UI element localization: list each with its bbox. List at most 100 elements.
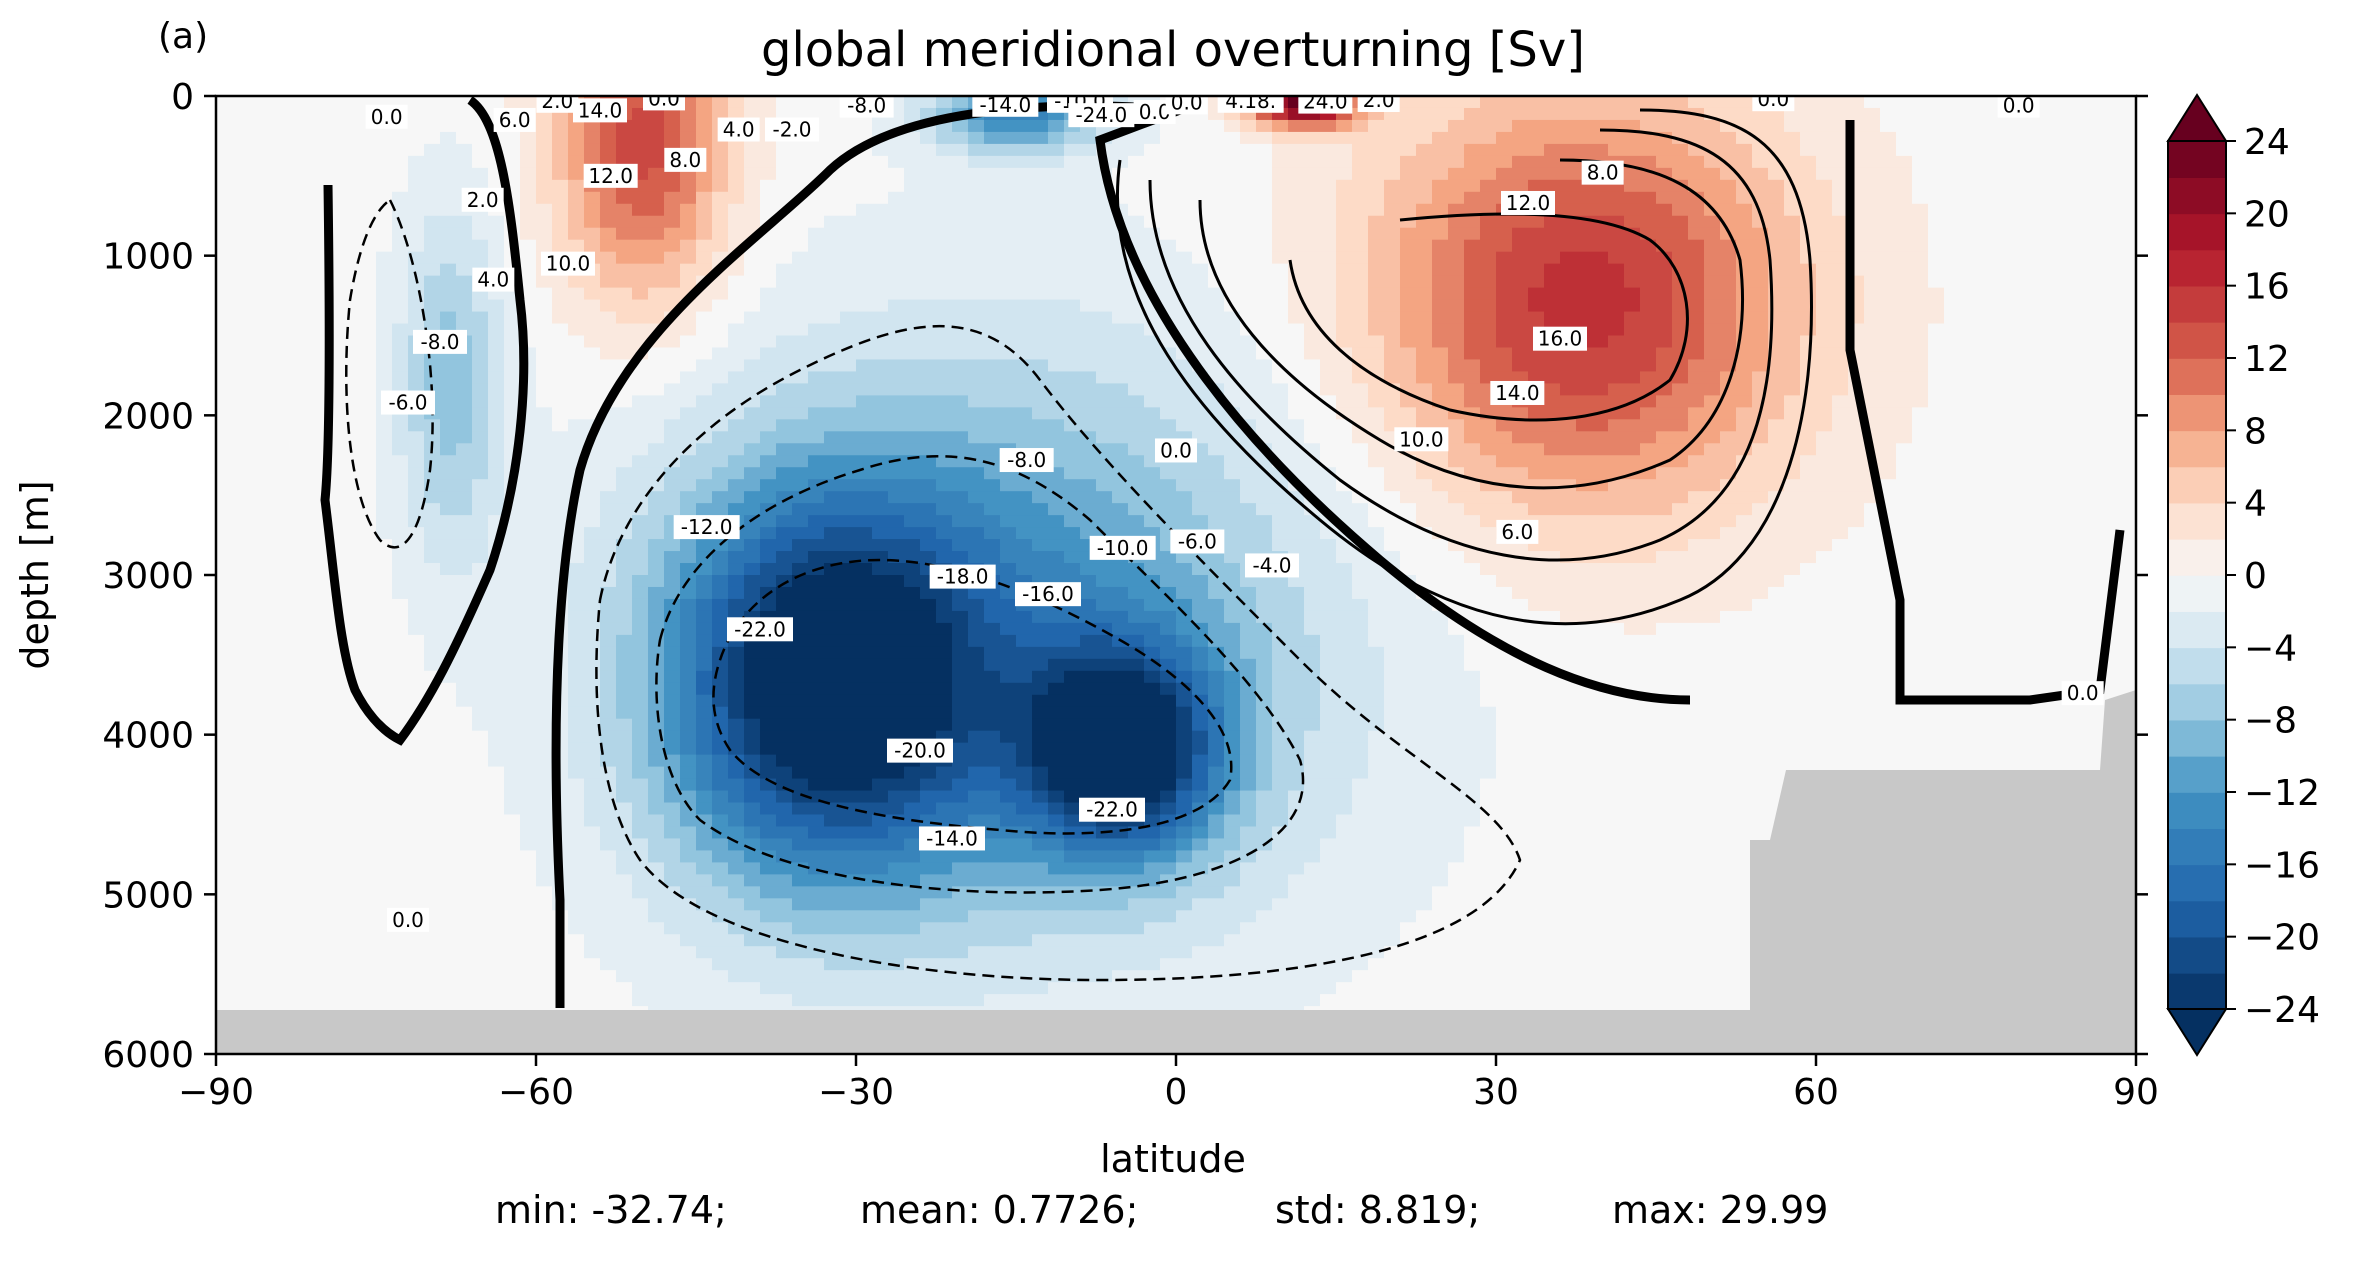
heatmap-cell	[488, 958, 505, 971]
heatmap-cell	[216, 107, 233, 121]
heatmap-cell	[824, 838, 841, 852]
heatmap-cell	[264, 407, 281, 420]
heatmap-cell	[936, 347, 953, 361]
heatmap-cell	[1160, 682, 1177, 696]
heatmap-cell	[488, 850, 505, 863]
heatmap-cell	[1032, 766, 1049, 780]
heatmap-cell	[216, 539, 233, 552]
heatmap-cell	[952, 299, 969, 313]
heatmap-cell	[504, 347, 521, 361]
heatmap-cell	[296, 946, 313, 959]
heatmap-cell	[1016, 682, 1033, 696]
heatmap-cell	[952, 982, 969, 995]
heatmap-cell	[632, 527, 649, 540]
heatmap-cell	[296, 634, 313, 648]
heatmap-cell	[1080, 563, 1097, 576]
heatmap-cell	[216, 718, 233, 732]
heatmap-cell	[856, 862, 873, 875]
heatmap-cell	[1144, 898, 1161, 911]
heatmap-cell	[232, 922, 249, 935]
heatmap-cell	[1096, 251, 1113, 265]
heatmap-cell	[824, 826, 841, 840]
heatmap-cell	[792, 251, 809, 265]
heatmap-cell	[296, 610, 313, 624]
heatmap-cell	[632, 539, 649, 552]
heatmap-cell	[552, 515, 569, 528]
heatmap-cell	[328, 838, 345, 852]
heatmap-cell	[584, 946, 601, 959]
heatmap-cell	[248, 96, 265, 109]
heatmap-cell	[1176, 610, 1193, 624]
heatmap-cell	[840, 862, 857, 875]
heatmap-cell	[1000, 551, 1017, 564]
heatmap-cell	[1032, 263, 1049, 277]
heatmap-cell	[744, 467, 761, 480]
heatmap-cell	[504, 407, 521, 420]
heatmap-cell	[1048, 551, 1065, 564]
heatmap-cell	[440, 119, 457, 133]
heatmap-cell	[696, 862, 713, 875]
heatmap-cell	[1000, 167, 1017, 181]
heatmap-cell	[712, 167, 729, 181]
heatmap-cell	[408, 874, 425, 887]
heatmap-cell	[872, 910, 889, 923]
heatmap-cell	[216, 850, 233, 863]
heatmap-cell	[456, 706, 473, 720]
heatmap-cell	[296, 694, 313, 708]
heatmap-cell	[216, 742, 233, 756]
heatmap-cell	[1112, 263, 1129, 277]
heatmap-cell	[472, 646, 489, 660]
heatmap-cell	[1032, 874, 1049, 887]
heatmap-cell	[856, 239, 873, 253]
heatmap-cell	[488, 431, 505, 444]
heatmap-cell	[392, 994, 409, 1007]
heatmap-cell	[712, 946, 729, 959]
heatmap-cell	[792, 970, 809, 983]
heatmap-cell	[1048, 694, 1065, 708]
heatmap-cell	[904, 419, 921, 432]
heatmap-cell	[568, 191, 585, 205]
heatmap-cell	[952, 658, 969, 672]
heatmap-cell	[264, 598, 281, 612]
heatmap-cell	[1112, 886, 1129, 899]
heatmap-cell	[664, 215, 681, 229]
heatmap-cell	[680, 455, 697, 468]
heatmap-cell	[520, 718, 537, 732]
heatmap-cell	[248, 155, 265, 169]
heatmap-cell	[1048, 239, 1065, 253]
heatmap-cell	[248, 275, 265, 289]
heatmap-cell	[984, 191, 1001, 205]
heatmap-cell	[408, 886, 425, 899]
heatmap-cell	[776, 287, 793, 301]
heatmap-cell	[824, 694, 841, 708]
heatmap-cell	[728, 646, 745, 660]
heatmap-cell	[808, 766, 825, 780]
heatmap-cell	[1016, 862, 1033, 875]
heatmap-cell	[792, 658, 809, 672]
heatmap-cell	[216, 287, 233, 301]
heatmap-cell	[312, 575, 329, 588]
heatmap-cell	[1112, 706, 1129, 720]
heatmap-cell	[312, 143, 329, 157]
heatmap-cell	[872, 263, 889, 277]
heatmap-cell	[680, 958, 697, 971]
heatmap-cell	[296, 539, 313, 552]
heatmap-cell	[856, 730, 873, 744]
heatmap-cell	[472, 658, 489, 672]
heatmap-cell	[312, 622, 329, 636]
heatmap-cell	[440, 515, 457, 528]
heatmap-cell	[1192, 718, 1209, 732]
heatmap-cell	[616, 551, 633, 564]
heatmap-cell	[744, 850, 761, 863]
heatmap-cell	[680, 934, 697, 947]
heatmap-cell	[216, 467, 233, 480]
heatmap-cell	[696, 251, 713, 265]
heatmap-cell	[888, 934, 905, 947]
heatmap-cell	[1000, 311, 1017, 325]
heatmap-cell	[456, 155, 473, 169]
heatmap-cell	[424, 275, 441, 289]
heatmap-cell	[440, 359, 457, 373]
heatmap-cell	[488, 467, 505, 480]
heatmap-cell	[296, 203, 313, 217]
heatmap-cell	[216, 515, 233, 528]
